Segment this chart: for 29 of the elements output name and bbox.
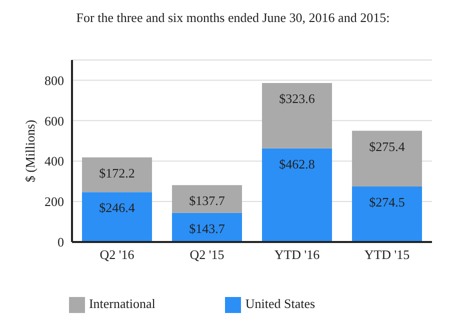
chart-title: For the three and six months ended June 30, 2016 and 2015: bbox=[75, 10, 391, 26]
y-tick-label: 200 bbox=[44, 194, 64, 210]
legend-label: International bbox=[88, 296, 156, 311]
data-label: $274.5 bbox=[369, 194, 405, 210]
x-tick-label: YTD '16 bbox=[274, 247, 320, 262]
bar bbox=[352, 186, 422, 242]
bar bbox=[262, 82, 332, 148]
y-tick-label: 0 bbox=[58, 234, 64, 250]
data-label: $143.7 bbox=[189, 220, 226, 236]
bar bbox=[262, 148, 332, 242]
y-tick-label: 400 bbox=[44, 154, 64, 169]
x-tick-label: Q2 '15 bbox=[190, 247, 224, 262]
bar bbox=[82, 157, 152, 192]
data-label: $323.6 bbox=[279, 90, 316, 106]
data-label: $137.7 bbox=[189, 193, 226, 208]
bar bbox=[82, 192, 152, 242]
data-label: $275.4 bbox=[369, 138, 406, 154]
bar bbox=[172, 212, 242, 242]
bar bbox=[172, 185, 242, 213]
legend-label: United States bbox=[245, 296, 316, 311]
bar bbox=[352, 130, 422, 186]
x-tick-label: Q2 '16 bbox=[100, 247, 135, 262]
y-axis-title: $ (Millions) bbox=[22, 120, 38, 182]
data-label: $462.8 bbox=[279, 156, 315, 172]
y-tick-label: 800 bbox=[44, 72, 64, 88]
data-label: $172.2 bbox=[99, 165, 135, 180]
data-label: $246.4 bbox=[99, 200, 136, 216]
y-tick-label: 600 bbox=[44, 113, 64, 128]
x-tick-label: YTD '15 bbox=[364, 247, 410, 262]
